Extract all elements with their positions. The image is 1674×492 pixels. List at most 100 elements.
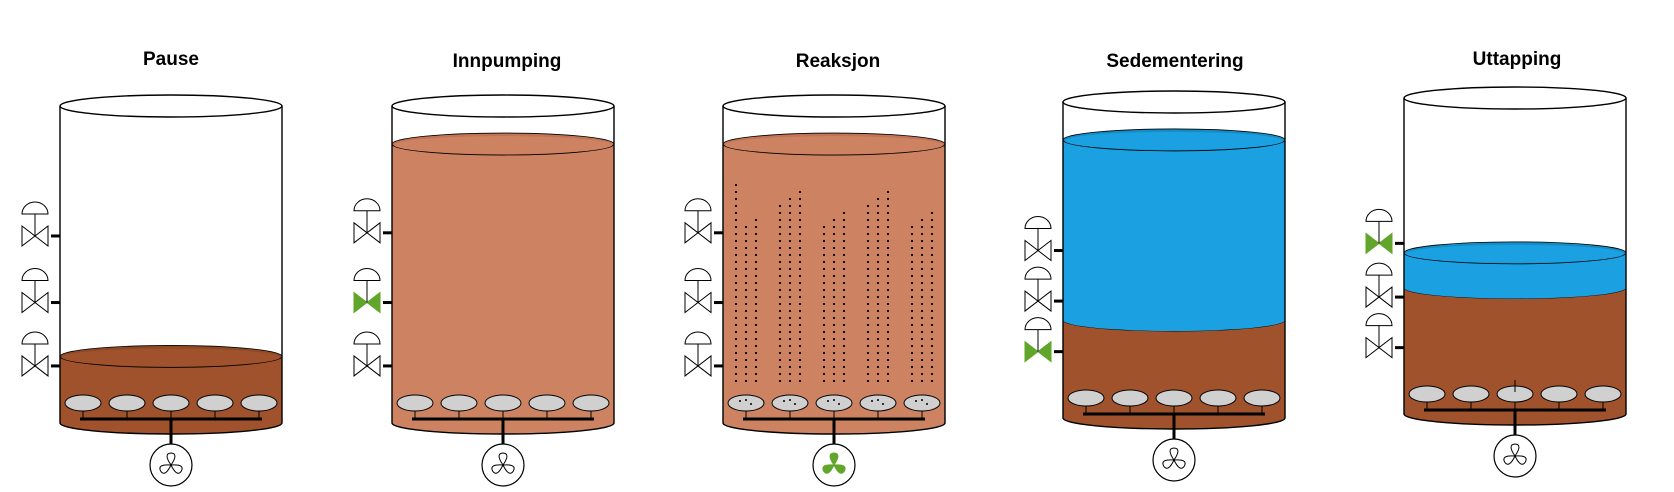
valve-icon [1365,262,1393,309]
bubble [788,365,792,369]
bubble [886,190,890,194]
bubble [754,302,758,306]
bubble [750,403,752,405]
bubble [822,260,826,264]
bubble [866,358,870,362]
bubble [832,218,836,222]
valve-right-wing [697,221,712,244]
bubble [778,211,782,215]
bubble [876,365,880,369]
bubble [734,232,738,236]
bubble [876,323,880,327]
bubble [754,281,758,285]
bubble [886,239,890,243]
blower-blade [1169,447,1179,461]
bubble [920,274,924,278]
diffuser-disc [1243,389,1281,407]
bubble [832,225,836,229]
bubble [832,302,836,306]
bubble [734,183,738,187]
bubble [842,239,846,243]
bubble [930,232,934,236]
bubble [876,351,880,355]
bubble [866,316,870,320]
bubble [744,239,748,243]
bubble [920,358,924,362]
bubble [778,323,782,327]
bubble [832,232,836,236]
bubble [876,239,880,243]
bubble [920,288,924,292]
bubble [866,330,870,334]
bubble [788,204,792,208]
bubble [822,330,826,334]
bubble [822,274,826,278]
bubble [832,323,836,327]
blower-blade [1173,459,1186,469]
bubble [910,295,914,299]
bubble [930,218,934,222]
bubble [886,344,890,348]
blower-blade [1514,455,1527,465]
valve-actuator [684,268,712,282]
bubble [842,225,846,229]
bubble [866,246,870,250]
bubble [734,351,738,355]
valve-icon [1024,266,1052,313]
bubble [876,211,880,215]
bubble [832,260,836,264]
bubble [866,211,870,215]
bubble [886,225,890,229]
bubble [866,253,870,257]
bubble [778,365,782,369]
bubble [832,274,836,278]
valve-right-wing [1378,232,1393,255]
bubble [886,379,890,383]
diffuser-disc [440,394,478,412]
bubble [866,239,870,243]
bubble [788,358,792,362]
bubble [866,274,870,278]
valve-icon [684,268,712,314]
bubble [798,274,802,278]
bubble [930,288,934,292]
bubble [832,372,836,376]
bubble [910,253,914,257]
diffuser-disc [196,394,234,412]
bubble [930,309,934,313]
bubble [822,309,826,313]
bubble [832,246,836,250]
valve-right-wing [1378,336,1393,359]
bubble [798,358,802,362]
bubble [920,330,924,334]
tank-contents [1062,128,1286,429]
bubble [930,351,934,355]
bubble [930,302,934,306]
diffuser-grid [1067,389,1281,416]
valve-left-wing [684,221,699,244]
diffuser-disc [572,394,610,412]
bubble [842,253,846,257]
bubble [842,302,846,306]
bubble [822,246,826,250]
bubble [842,344,846,348]
bubble [866,309,870,313]
bubble [910,330,914,334]
bubble [822,225,826,229]
bubble [744,253,748,257]
valve-icon [1365,208,1393,255]
valve-left-wing [1024,290,1039,313]
bubble [788,246,792,250]
bubble [920,246,924,250]
stage-innpumping: Innpumping [353,51,615,487]
valve-left-wing [1365,232,1380,255]
valve-right-wing [697,291,712,314]
bubble [734,309,738,313]
bubble [920,260,924,264]
bubble [866,344,870,348]
stage-pause: Pause [21,49,283,487]
bubble [930,372,934,376]
bubble [842,323,846,327]
bubble [876,288,880,292]
bubble [778,379,782,383]
